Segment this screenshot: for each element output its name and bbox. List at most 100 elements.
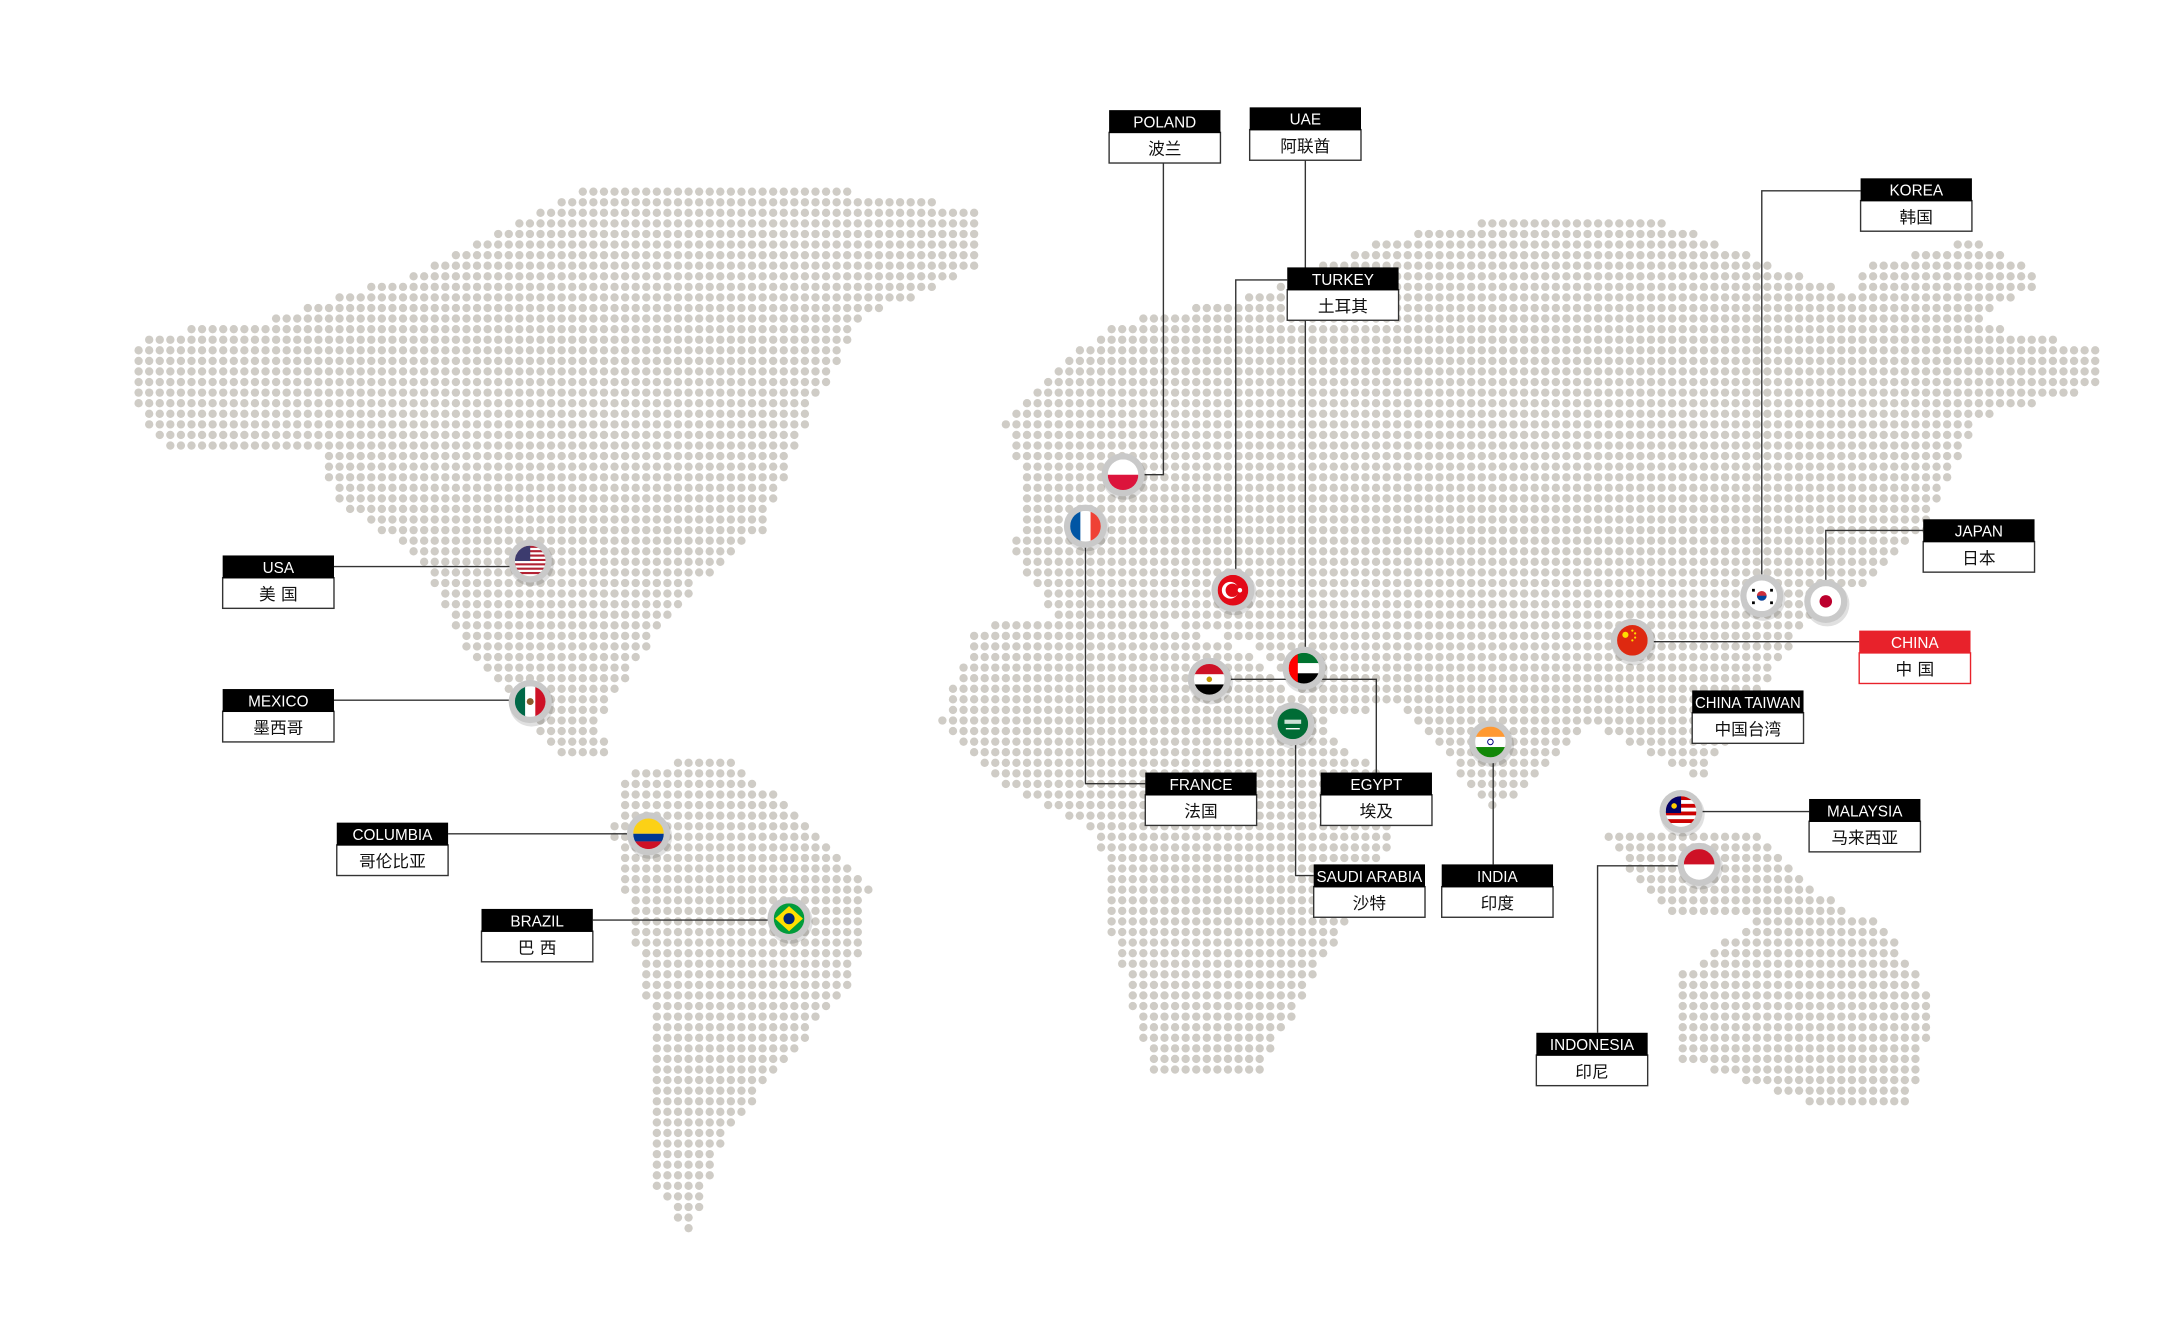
map-dot <box>1287 441 1296 450</box>
map-dot <box>1625 219 1635 228</box>
map-dot <box>293 346 302 355</box>
map-dot <box>1636 525 1645 535</box>
map-dot <box>557 198 566 207</box>
map-dot <box>1255 621 1264 630</box>
map-dot <box>335 303 344 313</box>
map-dot <box>895 250 905 260</box>
map-dot <box>187 388 196 397</box>
map-dot <box>726 399 736 408</box>
map-dot <box>1139 325 1148 334</box>
map-dot <box>1382 250 1391 260</box>
map-dot <box>504 599 513 609</box>
map-dot <box>1699 483 1709 492</box>
map-dot <box>1382 483 1391 492</box>
map-dot <box>1107 430 1116 440</box>
map-dot <box>1371 547 1381 556</box>
map-dot <box>1509 346 1518 355</box>
map-dot <box>652 441 662 450</box>
map-dot <box>335 399 344 408</box>
map-dot <box>705 462 714 471</box>
map-dot <box>694 250 704 260</box>
map-dot <box>1593 325 1603 334</box>
map-dot <box>620 250 630 260</box>
map-dot <box>208 388 217 397</box>
map-dot <box>451 515 461 524</box>
map-dot <box>1308 610 1317 619</box>
map-dot <box>1467 335 1476 344</box>
map-dot <box>1139 578 1148 588</box>
map-dot <box>1593 377 1603 387</box>
map-dot <box>1435 610 1444 619</box>
map-dot <box>1911 451 1920 461</box>
map-dot <box>737 356 746 366</box>
map-dot <box>1170 568 1180 577</box>
map-dot <box>663 335 672 344</box>
map-dot <box>1456 377 1465 387</box>
map-dot <box>356 356 365 366</box>
map-dot <box>1826 335 1835 344</box>
map-dot <box>821 187 831 196</box>
map-dot <box>1667 494 1677 503</box>
map-dot <box>1276 335 1286 344</box>
map-dot <box>1964 282 1973 292</box>
map-dot <box>1826 462 1835 471</box>
map-dot <box>1340 589 1349 598</box>
map-dot <box>1170 494 1180 503</box>
map-dot <box>367 504 376 514</box>
map-dot <box>187 430 196 440</box>
map-dot <box>578 525 587 535</box>
map-dot <box>1371 441 1381 450</box>
map-dot <box>1593 483 1603 492</box>
map-dot <box>1213 557 1222 567</box>
map-dot <box>1900 536 1910 545</box>
map-dot <box>166 367 175 376</box>
map-dot <box>525 399 535 408</box>
map-dot <box>1118 504 1127 514</box>
map-dot <box>1107 367 1116 376</box>
map-dot <box>578 314 587 323</box>
map-dot <box>1287 377 1296 387</box>
map-dot <box>441 356 450 366</box>
map-dot <box>790 388 799 397</box>
map-dot <box>1403 462 1412 471</box>
map-dot <box>1192 462 1201 471</box>
map-dot <box>1763 494 1772 503</box>
map-dot <box>2059 356 2068 366</box>
map-dot <box>1065 621 1074 630</box>
map-dot <box>1657 494 1666 503</box>
map-dot <box>494 293 503 302</box>
map-dot <box>769 494 778 503</box>
map-dot <box>568 303 577 313</box>
map-dot <box>652 229 662 239</box>
map-dot <box>642 578 651 588</box>
map-dot <box>610 420 619 429</box>
map-dot <box>1509 420 1518 429</box>
map-dot <box>1667 409 1677 418</box>
map-dot <box>1170 377 1180 387</box>
map-dot <box>1128 441 1137 450</box>
map-dot <box>1519 578 1529 588</box>
map-dot <box>1149 515 1159 524</box>
map-dot <box>1202 314 1211 323</box>
map-dot <box>451 451 461 461</box>
map-dot <box>134 399 143 408</box>
map-dot <box>589 250 598 260</box>
map-dot <box>1615 430 1624 440</box>
map-dot <box>1572 578 1582 588</box>
map-dot <box>1287 568 1296 577</box>
map-dot <box>1255 599 1264 609</box>
map-dot <box>494 462 503 471</box>
map-dot <box>1541 325 1550 334</box>
map-dot <box>377 473 387 482</box>
map-dot <box>536 621 545 630</box>
map-dot <box>398 399 408 408</box>
map-dot <box>1720 589 1730 598</box>
map-dot <box>1551 219 1560 228</box>
map-dot <box>546 272 556 281</box>
map-dot <box>1255 462 1264 471</box>
map-dot <box>1033 473 1042 482</box>
map-dot <box>1266 441 1275 450</box>
map-dot <box>1763 293 1772 302</box>
map-dot <box>1657 377 1666 387</box>
map-dot <box>1181 557 1190 567</box>
